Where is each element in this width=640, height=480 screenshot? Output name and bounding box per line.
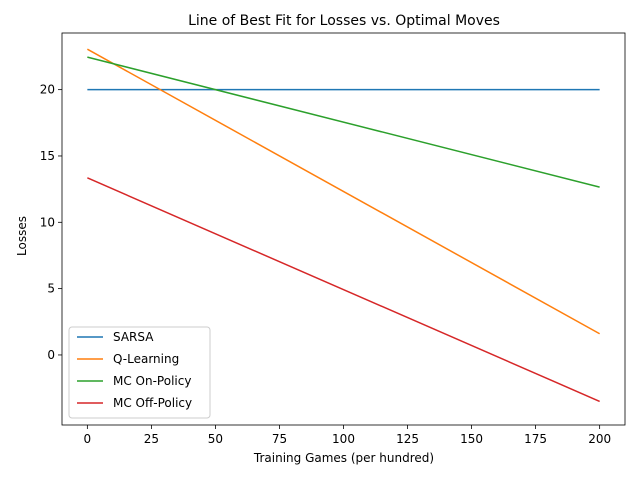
chart-title: Line of Best Fit for Losses vs. Optimal … — [188, 13, 500, 29]
plot-area: 0 25 50 75 100 125 150 175 200 0 5 10 15 20 SARSA Q-Lea… — [40, 32, 626, 446]
x-tick-label: 200 — [588, 432, 611, 446]
x-tick-label: 100 — [332, 432, 355, 446]
legend-box — [68, 326, 211, 419]
legend-label: MC On-Policy — [113, 374, 191, 388]
x-tick-label: 50 — [208, 432, 223, 446]
legend-label: SARSA — [113, 330, 154, 344]
x-tick-label: 125 — [396, 432, 419, 446]
y-tick-label: 0 — [47, 348, 55, 362]
series-line-q-learning — [86, 48, 601, 335]
x-tick-label: 175 — [524, 432, 547, 446]
legend-label: Q-Learning — [113, 352, 179, 366]
y-tick-label: 5 — [47, 282, 55, 296]
y-tick-label: 20 — [40, 83, 55, 97]
x-tick-label: 75 — [272, 432, 287, 446]
y-tick-label: 10 — [40, 215, 55, 229]
y-tick-label: 15 — [40, 149, 55, 163]
y-axis-label: Losses — [15, 216, 29, 256]
legend-label: MC Off-Policy — [113, 396, 192, 410]
x-tick-label: 150 — [460, 432, 483, 446]
x-tick-label: 25 — [144, 432, 159, 446]
x-tick-label: 0 — [84, 432, 92, 446]
series-line-mc-on-policy — [87, 56, 600, 188]
x-axis-label: Training Games (per hundred) — [253, 451, 434, 465]
series-line-mc-off-policy — [87, 177, 600, 403]
